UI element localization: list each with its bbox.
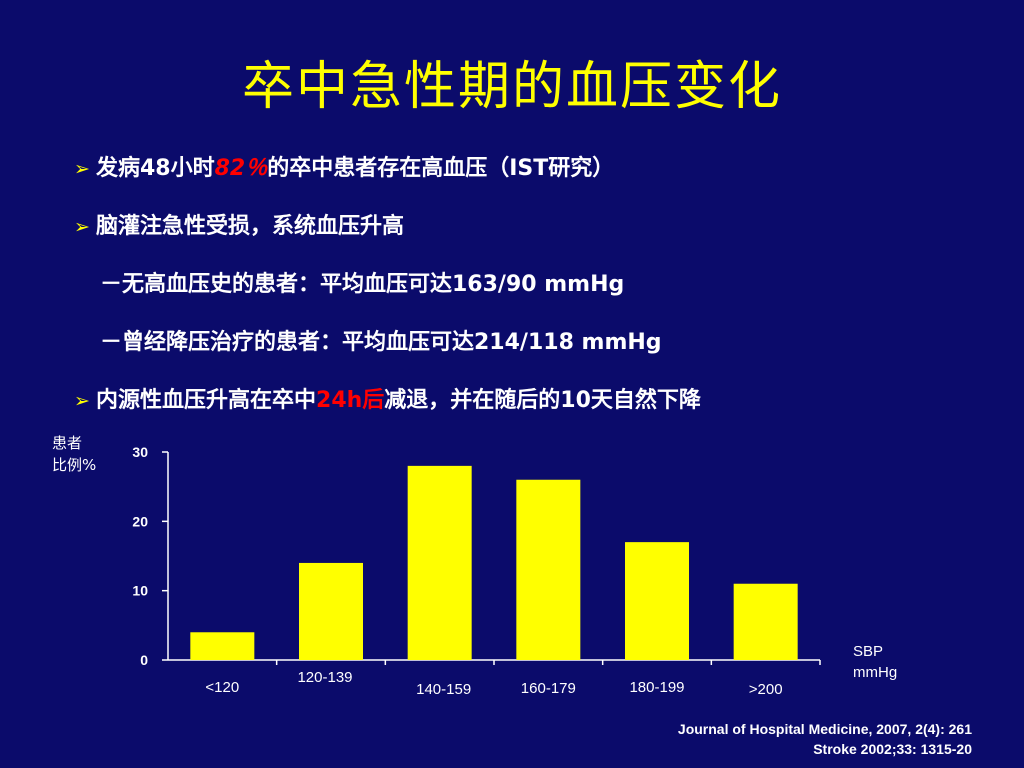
bar xyxy=(625,542,689,660)
arrow-bullet-icon: ➢ xyxy=(74,216,90,238)
y-axis-label-line1: 患者 xyxy=(52,434,83,452)
y-tick-label: 10 xyxy=(132,583,148,599)
sub-bullet-1-text: －无高血压史的患者：平均血压可达163/90 mmHg xyxy=(100,272,625,297)
x-axis-unit-line1: SBP xyxy=(853,643,884,660)
bullet-1-post: 的卒中患者存在高血压（IST研究） xyxy=(267,156,615,181)
x-tick-label: 180-199 xyxy=(629,679,684,696)
sub-bullet-2-text: －曾经降压治疗的患者：平均血压可达214/118 mmHg xyxy=(100,330,662,355)
bullet-1-highlight: 82％ xyxy=(214,156,268,181)
y-tick-label: 0 xyxy=(140,652,148,668)
arrow-bullet-icon: ➢ xyxy=(74,390,90,412)
bar xyxy=(733,583,798,660)
y-tick-label: 20 xyxy=(132,513,148,529)
bullet-3-pre: 内源性血压升高在卒中 xyxy=(96,388,317,413)
reference-1: Journal of Hospital Medicine, 2007, 2(4)… xyxy=(677,721,972,737)
sub-bullet-2: －曾经降压治疗的患者：平均血压可达214/118 mmHg xyxy=(74,324,662,356)
bullet-3-highlight: 24h后 xyxy=(316,388,385,413)
sub-bullet-1: －无高血压史的患者：平均血压可达163/90 mmHg xyxy=(74,266,624,298)
arrow-bullet-icon: ➢ xyxy=(74,158,90,180)
references: Journal of Hospital Medicine, 2007, 2(4)… xyxy=(678,719,972,759)
bar xyxy=(516,479,581,660)
y-axis-label-line2: 比例% xyxy=(52,456,97,474)
y-tick-label: 30 xyxy=(132,444,148,460)
x-tick-label: >200 xyxy=(749,681,783,698)
x-axis-unit-line2: mmHg xyxy=(853,664,898,681)
bullet-2: ➢ 脑灌注急性受损，系统血压升高 xyxy=(74,208,404,240)
x-tick-label: 120-139 xyxy=(297,669,352,686)
bullet-3-post: 减退，并在随后的10天自然下降 xyxy=(384,388,701,413)
x-axis-unit-label: SBP mmHg xyxy=(853,641,933,683)
bar xyxy=(407,465,472,660)
bar xyxy=(299,562,363,660)
bar xyxy=(190,632,255,660)
bullet-2-text: 脑灌注急性受损，系统血压升高 xyxy=(96,214,405,239)
y-axis-label: 患者 比例% xyxy=(52,432,122,476)
x-tick-label: 160-179 xyxy=(521,680,576,697)
x-tick-label: <120 xyxy=(205,679,239,696)
bullet-1: ➢ 发病48小时82％的卒中患者存在高血压（IST研究） xyxy=(74,150,614,182)
x-tick-label: 140-159 xyxy=(416,681,471,698)
slide-title: 卒中急性期的血压变化 xyxy=(241,57,782,117)
reference-2: Stroke 2002;33: 1315-20 xyxy=(813,741,972,757)
bullet-1-pre: 发病48小时 xyxy=(96,156,215,181)
bullet-3: ➢ 内源性血压升高在卒中24h后减退，并在随后的10天自然下降 xyxy=(74,382,701,414)
